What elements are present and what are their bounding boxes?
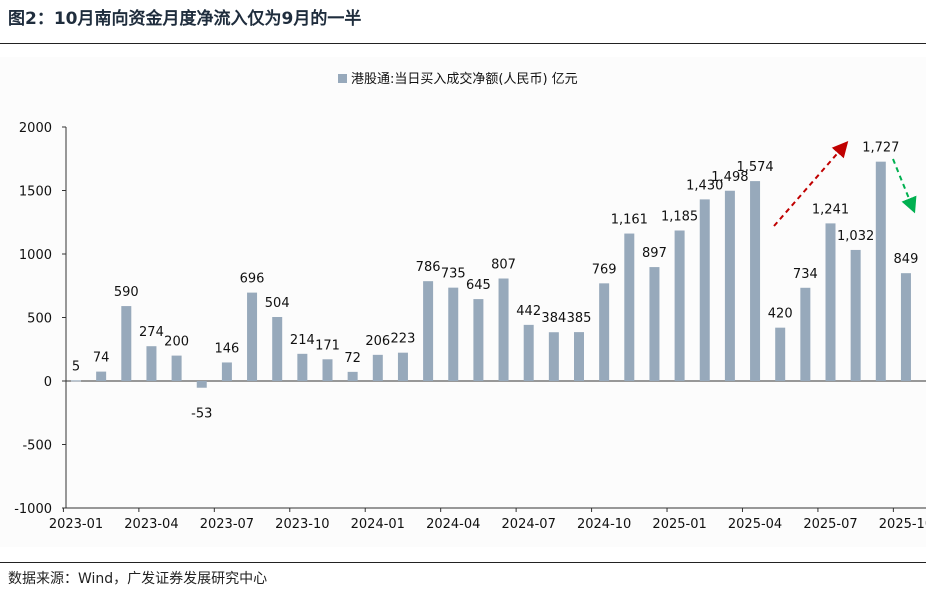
- data-label: 1,430: [686, 178, 723, 193]
- data-label: 1,727: [862, 141, 899, 156]
- x-tick-label: 2023-01: [49, 517, 103, 532]
- data-label: 206: [365, 334, 390, 349]
- bar-2023-05: [171, 355, 182, 381]
- bar-2025-08: [850, 249, 861, 381]
- x-tick-label: 2025-10: [879, 517, 926, 532]
- bar-2024-05: [473, 299, 484, 381]
- chart-background: [0, 57, 926, 547]
- bar-2024-11: [624, 233, 635, 381]
- data-label: 223: [391, 332, 416, 347]
- data-label: 385: [567, 311, 592, 326]
- x-tick-label: 2023-10: [275, 517, 329, 532]
- data-label: 420: [768, 307, 793, 322]
- data-label: 849: [894, 252, 919, 267]
- bar-2024-03: [423, 281, 434, 381]
- bar-2025-09: [875, 161, 886, 381]
- footer-divider: [0, 562, 926, 563]
- data-label: 735: [441, 267, 466, 282]
- data-label: 74: [93, 351, 110, 366]
- y-tick-label: 500: [27, 312, 52, 327]
- bar-2025-01: [674, 230, 685, 381]
- bar-2024-01: [372, 354, 383, 381]
- data-label: 146: [214, 341, 239, 356]
- bar-2023-04: [146, 346, 157, 381]
- x-tick-label: 2025-04: [728, 517, 782, 532]
- bar-2024-06: [498, 278, 509, 381]
- data-label: 171: [315, 338, 340, 353]
- data-label: 5: [72, 359, 80, 374]
- data-label: 442: [516, 304, 541, 319]
- bar-2023-06: [196, 381, 207, 388]
- bar-2023-07: [221, 362, 232, 381]
- data-label: 274: [139, 325, 164, 340]
- bar-2025-04: [750, 181, 761, 381]
- data-label: 696: [240, 272, 265, 287]
- data-label: 1,574: [736, 160, 773, 175]
- x-tick-label: 2023-07: [200, 517, 254, 532]
- y-tick-label: -1000: [14, 502, 52, 517]
- data-label: 1,498: [711, 170, 748, 185]
- x-tick-label: 2024-04: [426, 517, 480, 532]
- y-tick-label: -500: [22, 439, 52, 454]
- data-label: 1,161: [611, 213, 648, 228]
- data-label: 897: [642, 246, 667, 261]
- data-label: 1,241: [812, 202, 849, 217]
- y-tick-label: 0: [44, 375, 52, 390]
- bar-2024-08: [548, 332, 559, 381]
- bar-2024-09: [574, 332, 584, 381]
- x-tick-label: 2025-07: [803, 517, 857, 532]
- data-label: 645: [466, 278, 491, 293]
- data-label: 72: [344, 351, 361, 366]
- data-label: 786: [416, 260, 441, 275]
- bar-2025-10: [900, 273, 911, 381]
- source-note: 数据来源：Wind，广发证券发展研究中心: [8, 571, 268, 587]
- bar-2024-10: [599, 283, 610, 381]
- bar-2025-06: [800, 287, 811, 381]
- data-label: 769: [592, 262, 617, 277]
- bar-2025-07: [825, 223, 836, 381]
- data-label: 734: [793, 267, 818, 282]
- data-label: 200: [164, 335, 189, 350]
- data-label: 384: [541, 311, 566, 326]
- legend-label: 港股通:当日买入成交净额(人民币) 亿元: [351, 71, 578, 87]
- legend: 港股通:当日买入成交净额(人民币) 亿元: [338, 71, 578, 87]
- bar-2023-10: [297, 353, 308, 381]
- data-label: 1,032: [837, 229, 874, 244]
- data-label: 1,185: [661, 210, 698, 225]
- bar-2024-12: [649, 267, 660, 381]
- x-tick-label: 2024-10: [577, 517, 631, 532]
- bar-2023-01: [71, 380, 81, 382]
- bar-2023-08: [247, 292, 258, 381]
- bar-2025-02: [699, 199, 710, 381]
- bar-2024-02: [397, 352, 408, 381]
- bar-2024-04: [448, 287, 459, 381]
- y-tick-label: 2000: [19, 121, 52, 136]
- bar-2025-05: [775, 327, 786, 381]
- page-title: 图2：10月南向资金月度净流入仅为9月的一半: [8, 9, 362, 29]
- data-label: 807: [491, 258, 516, 273]
- legend-swatch: [338, 74, 347, 83]
- data-label: 504: [265, 296, 290, 311]
- bar-2023-02: [96, 371, 107, 381]
- bar-2023-11: [322, 359, 333, 381]
- bar-2023-09: [272, 316, 283, 381]
- y-tick-label: 1500: [19, 185, 52, 200]
- bar-2023-03: [121, 306, 132, 381]
- bar-2025-03: [724, 190, 735, 381]
- data-label: 214: [290, 333, 315, 348]
- title-divider: [0, 43, 926, 44]
- x-tick-label: 2025-01: [652, 517, 706, 532]
- y-tick-label: 1000: [19, 248, 52, 263]
- bar-2023-12: [347, 371, 358, 381]
- x-tick-label: 2023-04: [124, 517, 178, 532]
- data-label: -53: [191, 407, 212, 422]
- x-tick-label: 2024-01: [351, 517, 405, 532]
- x-tick-label: 2024-07: [502, 517, 556, 532]
- bar-2024-07: [523, 324, 534, 381]
- data-label: 590: [114, 285, 139, 300]
